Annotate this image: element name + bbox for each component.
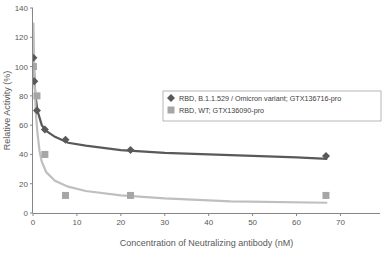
legend-label: RBD, WT; GTX136090-pro: [179, 106, 264, 115]
data-point: [33, 54, 37, 62]
x-tick: [120, 213, 121, 216]
data-point: [322, 152, 330, 160]
x-tick-label: 20: [116, 218, 125, 227]
y-tick-label: 40: [19, 150, 28, 159]
legend: RBD, B.1.1.529 / Omicron variant; GTX136…: [163, 91, 381, 121]
y-tick: [30, 66, 33, 67]
data-point: [62, 192, 69, 199]
x-tick: [76, 213, 77, 216]
data-point: [322, 192, 329, 199]
x-tick-label: 50: [248, 218, 257, 227]
y-tick-label: 0: [24, 209, 29, 218]
x-tick: [252, 213, 253, 216]
y-tick-label: 20: [19, 180, 28, 189]
x-tick: [164, 213, 165, 216]
y-tick: [30, 37, 33, 38]
x-axis: [33, 213, 380, 214]
y-tick-label: 140: [15, 4, 29, 13]
legend-box: [163, 91, 381, 121]
legend-marker: [167, 94, 175, 102]
y-tick: [30, 213, 33, 214]
x-tick-label: 70: [336, 218, 345, 227]
legend-marker: [168, 107, 175, 114]
y-tick: [30, 183, 33, 184]
x-tick-label: 0: [31, 218, 36, 227]
data-point: [33, 63, 37, 70]
x-tick: [208, 213, 209, 216]
x-tick-label: 40: [204, 218, 213, 227]
chart: 0 10 20 30 40 50 60 70 0 20 40 60 80 100 120 140 Concent…: [0, 0, 385, 253]
data-point: [33, 77, 38, 85]
y-tick: [30, 8, 33, 9]
y-tick-label: 120: [15, 33, 29, 42]
y-tick-label: 100: [15, 63, 29, 72]
y-tick-label: 60: [19, 121, 28, 130]
y-tick: [30, 154, 33, 155]
data-point: [33, 92, 40, 99]
legend-label: RBD, B.1.1.529 / Omicron variant; GTX136…: [179, 94, 341, 103]
data-point: [41, 151, 48, 158]
data-point: [62, 136, 70, 144]
data-point: [127, 192, 134, 199]
y-axis: [32, 8, 33, 213]
y-tick: [30, 125, 33, 126]
y-axis-label: Relative Activity (%): [2, 71, 12, 151]
x-tick: [340, 213, 341, 216]
y-tick: [30, 95, 33, 96]
data-point: [127, 146, 135, 154]
x-tick-label: 10: [72, 218, 81, 227]
y-tick-label: 80: [19, 92, 28, 101]
x-tick: [296, 213, 297, 216]
x-tick-label: 30: [160, 218, 169, 227]
x-axis-label: Concentration of Neutralizing antibody (…: [120, 238, 294, 248]
data-point: [41, 126, 49, 134]
x-tick-label: 60: [292, 218, 301, 227]
data-point: [33, 107, 41, 115]
